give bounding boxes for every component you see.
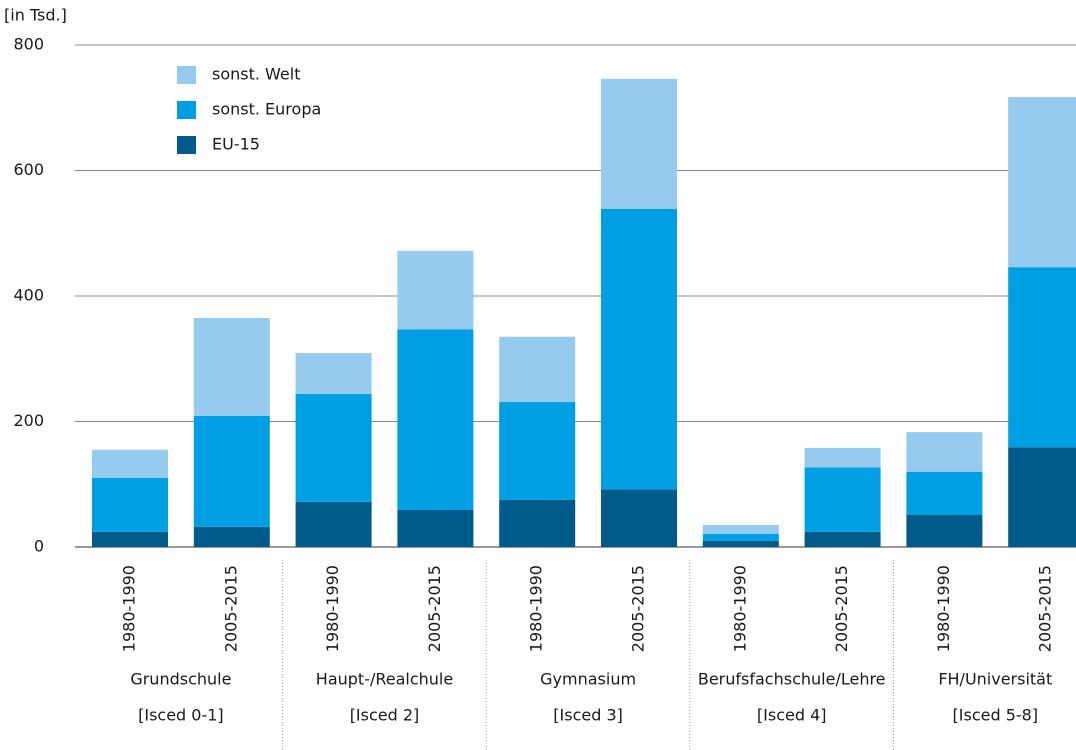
bar-segment: [804, 467, 881, 532]
group-code: [Isced 3]: [553, 706, 623, 725]
y-tick-label: 200: [13, 411, 44, 430]
bar-segment: [702, 540, 779, 547]
legend-label: EU-15: [212, 135, 260, 154]
x-tick-label: 2005-2015: [1036, 565, 1055, 652]
bar-segment: [1008, 97, 1076, 268]
x-tick-label: 2005-2015: [425, 565, 444, 652]
bar-segment: [702, 525, 779, 534]
bar-segment: [906, 432, 983, 472]
bar-segment: [499, 499, 576, 547]
y-tick-label: 600: [13, 160, 44, 179]
x-tick-label: 1980-1990: [323, 565, 342, 652]
legend-label: sonst. Europa: [212, 100, 321, 119]
x-tick-label: 2005-2015: [221, 565, 240, 652]
bar-segment: [906, 514, 983, 547]
bar-segment: [601, 489, 677, 547]
bar-segment: [193, 415, 270, 527]
bar-segment: [295, 393, 372, 502]
y-axis-label: [in Tsd.]: [4, 6, 67, 25]
bar-segment: [397, 329, 474, 510]
bar-segment: [499, 336, 576, 403]
legend-swatch: [177, 66, 196, 84]
x-tick-label: 1980-1990: [120, 565, 139, 652]
bar-segment: [92, 477, 168, 532]
bar-segment: [92, 449, 168, 478]
bar-segment: [92, 531, 168, 547]
x-tick-label: 1980-1990: [527, 565, 546, 652]
legend-swatch: [177, 136, 196, 154]
legend-label: sonst. Welt: [212, 65, 301, 84]
x-tick-label: 1980-1990: [730, 565, 749, 652]
bar-segment: [804, 447, 881, 468]
bar-segment: [1008, 447, 1076, 547]
group-label: Berufsfachschule/Lehre: [698, 670, 886, 689]
bar-segment: [601, 208, 677, 490]
group-code: [Isced 2]: [350, 706, 420, 725]
bar-segment: [295, 501, 372, 547]
group-code: [Isced 5-8]: [953, 706, 1039, 725]
group-label: Grundschule: [130, 670, 231, 689]
bar-segment: [295, 353, 372, 394]
x-tick-label: 2005-2015: [832, 565, 851, 652]
y-tick-label: 0: [34, 537, 44, 556]
bar-segment: [804, 531, 881, 547]
bar-segment: [702, 533, 779, 541]
bar-segment: [397, 250, 474, 330]
bar-segment: [1008, 267, 1076, 448]
bar-segment: [906, 471, 983, 515]
bar-segment: [193, 317, 270, 416]
bar-segment: [499, 402, 576, 500]
group-code: [Isced 0-1]: [138, 706, 224, 725]
bar-segment: [193, 526, 270, 547]
bar-segment: [601, 78, 677, 209]
group-label: FH/Universität: [938, 670, 1052, 689]
group-label: Haupt-/Realchule: [316, 670, 453, 689]
x-tick-label: 1980-1990: [934, 565, 953, 652]
group-label: Gymnasium: [540, 670, 636, 689]
bar-segment: [397, 509, 474, 547]
group-code: [Isced 4]: [757, 706, 827, 725]
x-tick-label: 2005-2015: [629, 565, 648, 652]
y-tick-label: 400: [13, 286, 44, 305]
y-tick-label: 800: [13, 35, 44, 54]
legend-swatch: [177, 101, 196, 119]
